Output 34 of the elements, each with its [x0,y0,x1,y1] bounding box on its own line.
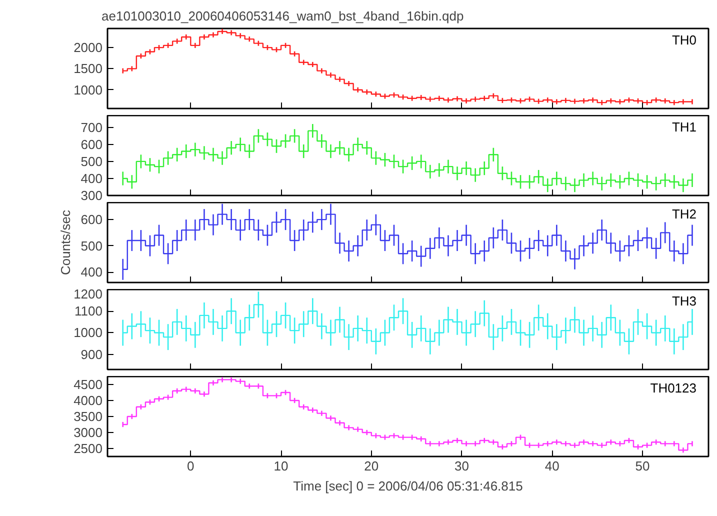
y-tick-label: 300 [80,188,103,203]
y-tick-label: 500 [80,154,103,169]
y-tick-label: 1000 [74,82,102,98]
y-tick-label: 400 [80,170,103,186]
y-tick-label: 1500 [74,61,102,76]
y-tick-label: 400 [80,264,103,280]
y-tick-label: 500 [80,238,103,254]
x-axis-title: Time [sec] 0 = 2006/04/06 05:31:46.815 [293,478,523,494]
x-tick-label: 20 [364,458,379,474]
x-tick-label: 30 [454,458,470,474]
y-axis-title: Counts/sec [58,209,73,276]
y-tick-label: 1200 [74,286,102,302]
series-label: TH3 [672,294,697,308]
text: TH1 [672,120,697,134]
y-tick-label: 4000 [74,393,102,408]
y-tick-label: 2000 [74,40,102,56]
x-tick-label: 0 [187,458,194,474]
y-tick-label: 900 [80,346,103,362]
y-tick-label: 3500 [74,409,102,424]
x-tick-label: 50 [635,458,650,474]
y-tick-label: 600 [80,212,103,228]
text: TH0 [672,32,697,48]
x-tick-label: 40 [544,458,560,474]
y-tick-label: 3000 [74,425,102,440]
y-tick-label: 4500 [74,377,102,392]
series-label: TH2 [672,206,697,222]
x-tick-label: 10 [274,458,288,474]
text: TH0123 [650,380,696,396]
y-tick-label: 2500 [74,441,102,456]
y-tick-label: 600 [80,136,103,152]
chart-title: ae101003010_20060406053146_wam0_bst_4band_16bin.qdp [102,8,464,24]
y-tick-label: 1100 [74,304,103,319]
y-tick-label: 1000 [74,325,102,340]
y-tick-label: 700 [80,120,103,135]
